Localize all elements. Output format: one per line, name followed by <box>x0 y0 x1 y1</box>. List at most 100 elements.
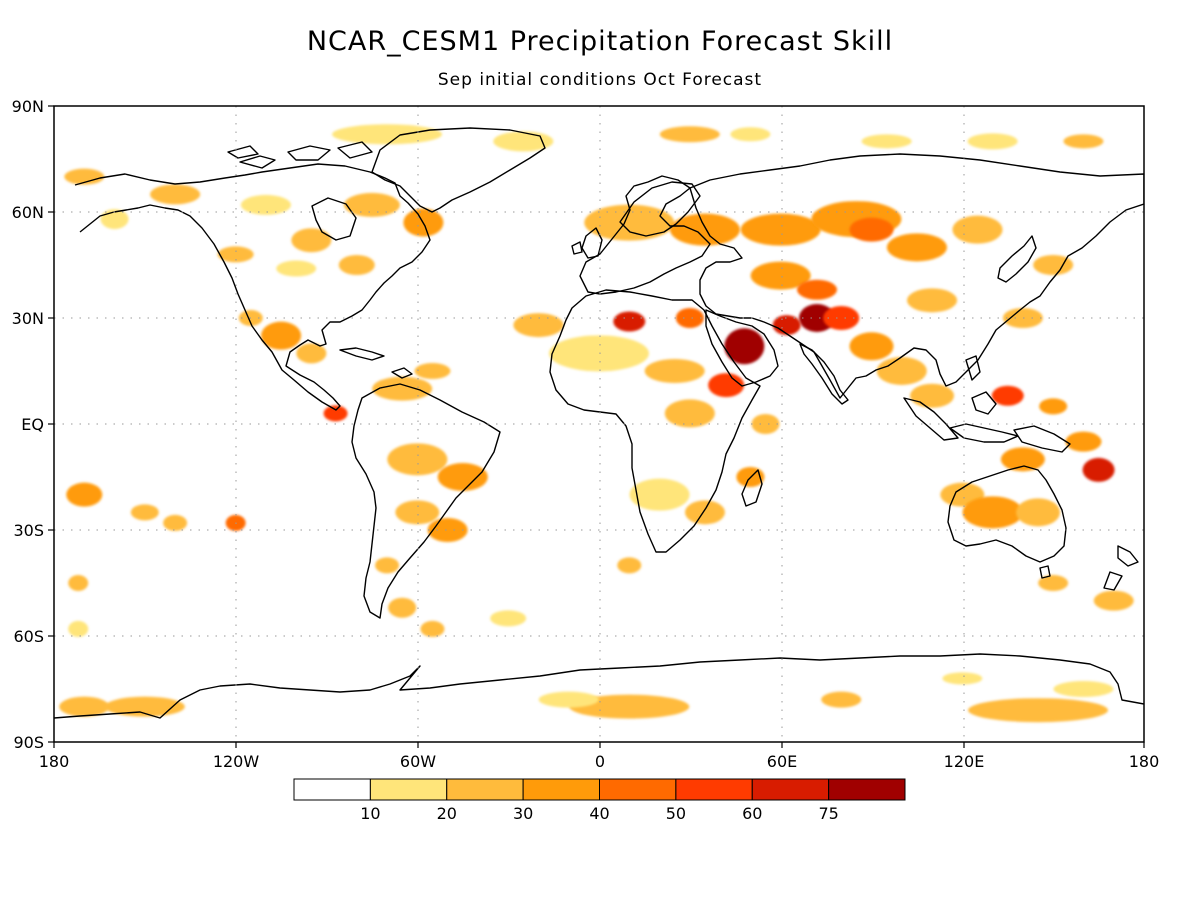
skill-patch <box>64 168 105 185</box>
coast-scandinavia <box>619 181 701 237</box>
skill-patch <box>772 315 801 336</box>
skill-patch <box>68 620 89 637</box>
skill-patch <box>375 557 400 574</box>
skill-patch <box>372 376 433 401</box>
skill-patch <box>952 215 1003 244</box>
skill-patch <box>740 213 821 246</box>
lat-label-eq: EQ <box>21 415 44 434</box>
skill-patch <box>1016 498 1061 527</box>
skill-patch <box>675 308 704 328</box>
skill-patch <box>338 255 375 275</box>
skill-patch <box>861 134 912 149</box>
lat-label-60s: 60S <box>13 627 44 646</box>
skill-patch <box>332 124 443 145</box>
skill-patch <box>669 213 740 246</box>
skill-patch <box>387 443 448 476</box>
skill-patch <box>420 620 445 637</box>
colorbar-label: 30 <box>513 804 533 823</box>
skill-patch <box>1002 308 1043 328</box>
skill-patch <box>291 228 332 253</box>
skill-patch <box>163 514 188 531</box>
colorbar-swatch <box>293 778 371 801</box>
skill-patch <box>343 192 400 217</box>
skill-patch <box>1000 447 1045 472</box>
coast-greenland <box>371 127 546 213</box>
skill-patch <box>886 233 947 262</box>
coast-madagascar <box>741 469 763 507</box>
skill-patch <box>276 260 317 277</box>
skill-patch <box>388 597 417 618</box>
coast-tasmania <box>1039 565 1051 579</box>
lat-label-60n: 60N <box>12 203 44 222</box>
coast-se-asia <box>903 355 1071 453</box>
coast-japan <box>997 235 1037 283</box>
colorbar-swatch <box>369 778 448 801</box>
skill-patch <box>962 496 1023 529</box>
skill-patch <box>104 696 185 717</box>
lat-label-30n: 30N <box>12 309 44 328</box>
skill-patch <box>664 399 715 428</box>
skill-patch <box>1039 398 1068 415</box>
coastlines <box>54 127 1144 719</box>
latitude-labels: 90N 60N 30N EQ 30S 60S 90S <box>12 97 44 752</box>
colorbar-label: 20 <box>437 804 457 823</box>
skill-patch <box>907 288 958 313</box>
skill-patch <box>799 304 835 332</box>
skill-patch <box>569 694 690 719</box>
coast-india <box>799 343 849 405</box>
coast-north-america <box>74 163 431 411</box>
skill-patch <box>617 557 642 574</box>
colorbar-swatch <box>751 778 830 801</box>
skill-patch <box>967 133 1018 150</box>
skill-patch <box>1082 457 1115 482</box>
skill-patch <box>323 405 348 422</box>
skill-patch <box>240 194 291 215</box>
skill-patch <box>644 359 705 383</box>
colorbar-label: 60 <box>742 804 762 823</box>
skill-patch <box>549 335 649 372</box>
skill-patch <box>968 698 1109 723</box>
skill-patch <box>296 343 327 364</box>
coast-arabia <box>705 309 779 387</box>
lon-label-180w: 180 <box>39 752 70 771</box>
skill-patch <box>751 414 780 434</box>
coast-hudson-bay <box>311 197 357 241</box>
lon-label-120w: 120W <box>213 752 260 771</box>
lon-label-0: 0 <box>595 752 605 771</box>
graticule <box>54 106 1144 742</box>
coast-europe <box>579 175 711 295</box>
skill-patch <box>797 279 837 300</box>
skill-patch <box>59 696 110 717</box>
coast-australia <box>947 465 1067 563</box>
colorbar-label: 40 <box>589 804 609 823</box>
colorbar-swatch <box>599 778 677 801</box>
skill-patch <box>629 478 690 511</box>
skill-patch <box>130 504 159 521</box>
skill-patch <box>910 383 955 408</box>
skill-patch <box>750 261 811 290</box>
coast-south-america <box>351 383 501 619</box>
colorbar-label: 50 <box>666 804 686 823</box>
coast-arctic-islands <box>227 141 373 169</box>
skill-patch <box>849 217 894 242</box>
skill-patch <box>876 357 927 385</box>
skill-patch <box>849 332 894 361</box>
skill-patch <box>217 246 254 263</box>
skill-patch <box>1093 590 1134 611</box>
longitude-labels: 180 120W 60W 0 60E 120E 180 <box>39 752 1160 771</box>
lon-label-60w: 60W <box>400 752 436 771</box>
skill-patch <box>513 313 564 338</box>
coast-asia <box>689 153 1144 399</box>
skill-patch <box>942 672 983 685</box>
coast-africa <box>549 289 761 553</box>
skill-patch <box>584 204 675 241</box>
skill-patch <box>1063 134 1104 149</box>
skill-shading <box>59 124 1134 723</box>
skill-patch <box>821 691 862 708</box>
skill-patch <box>538 691 599 708</box>
lon-label-180e: 180 <box>1129 752 1160 771</box>
colorbar-swatch <box>828 778 906 801</box>
colorbar-swatch <box>522 778 600 801</box>
lat-label-30s: 30S <box>13 521 44 540</box>
